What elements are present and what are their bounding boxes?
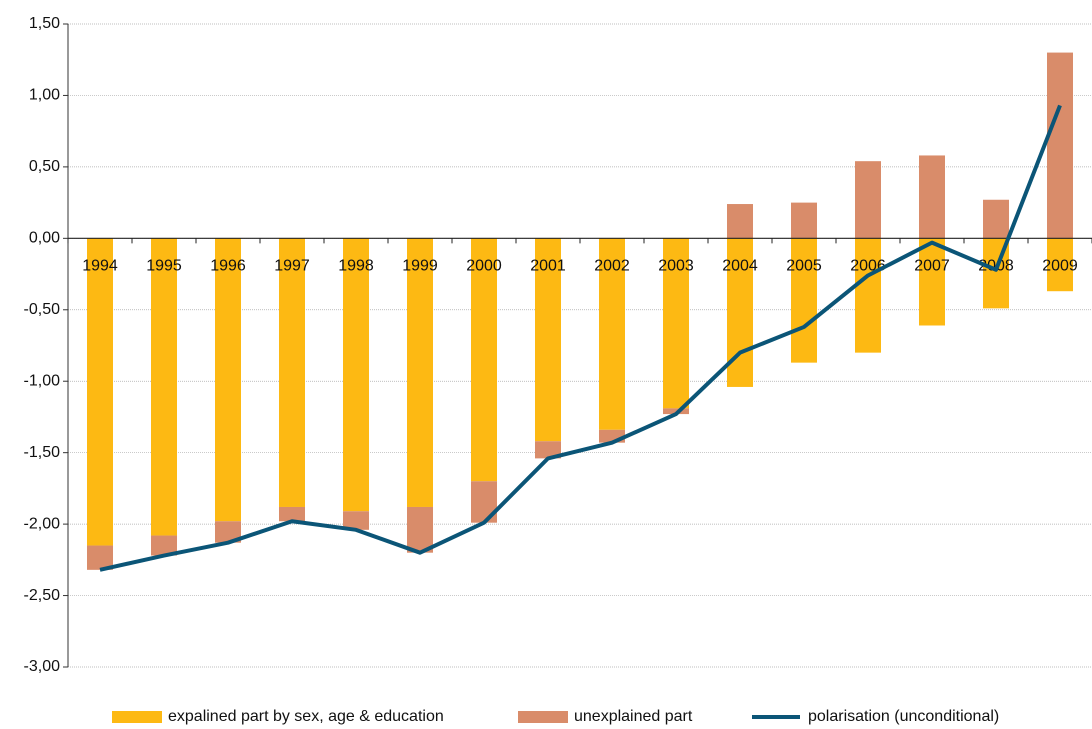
bar [663, 408, 689, 415]
legend-label: unexplained part [574, 708, 693, 725]
bar [87, 545, 113, 570]
bar [535, 238, 561, 442]
bar [407, 506, 433, 553]
x-tick-label: 2005 [786, 258, 822, 275]
y-tick-label: -2,50 [24, 587, 61, 604]
line [99, 104, 1062, 572]
x-tick-label: 2006 [850, 258, 886, 275]
bar [791, 202, 817, 239]
bar [599, 238, 625, 430]
bar [855, 161, 881, 239]
bar [407, 238, 433, 507]
x-tick-label: 2009 [1042, 258, 1078, 275]
x-tick-label: 1995 [146, 258, 182, 275]
x-tick-label: 2002 [594, 258, 630, 275]
y-tick-label: -1,50 [24, 444, 61, 461]
x-tick-label: 1994 [82, 258, 118, 275]
legend-label: expalined part by sex, age & education [168, 708, 444, 725]
y-tick-label: 0,00 [29, 230, 60, 247]
y-tick-label: -3,00 [24, 658, 61, 675]
x-tick-label: 2001 [530, 258, 566, 275]
bar [471, 238, 497, 482]
bar [343, 238, 369, 512]
bar [983, 199, 1009, 239]
bar [791, 238, 817, 363]
x-tick-label: 2000 [466, 258, 502, 275]
bar [919, 238, 945, 326]
x-tick-label: 1998 [338, 258, 374, 275]
bar [87, 238, 113, 546]
y-tick-label: -1,00 [24, 372, 61, 389]
bar [1047, 238, 1073, 292]
x-tick-label: 2004 [722, 258, 758, 275]
bar [215, 238, 241, 522]
bar [1047, 52, 1073, 239]
bar [727, 204, 753, 239]
bar [535, 441, 561, 459]
bar [471, 481, 497, 523]
bar [663, 238, 689, 409]
legend-label: polarisation (unconditional) [808, 708, 999, 725]
x-tick-label: 2007 [914, 258, 950, 275]
bar [151, 535, 177, 556]
y-tick-label: 1,00 [29, 87, 60, 104]
legend-swatch [112, 711, 162, 723]
legend-swatch [518, 711, 568, 723]
bar [343, 511, 369, 530]
x-tick-label: 1997 [274, 258, 310, 275]
y-tick-label: 0,50 [29, 158, 60, 175]
x-tick-label: 2003 [658, 258, 694, 275]
bar [215, 521, 241, 543]
bar [151, 238, 177, 536]
bar [855, 238, 881, 353]
y-tick-label: -2,00 [24, 515, 61, 532]
x-tick-label: 1996 [210, 258, 246, 275]
x-tick-label: 1999 [402, 258, 438, 275]
bar [919, 155, 945, 239]
bar [279, 506, 305, 522]
y-tick-label: -0,50 [24, 301, 61, 318]
bar [279, 238, 305, 507]
y-tick-label: 1,50 [29, 15, 60, 32]
